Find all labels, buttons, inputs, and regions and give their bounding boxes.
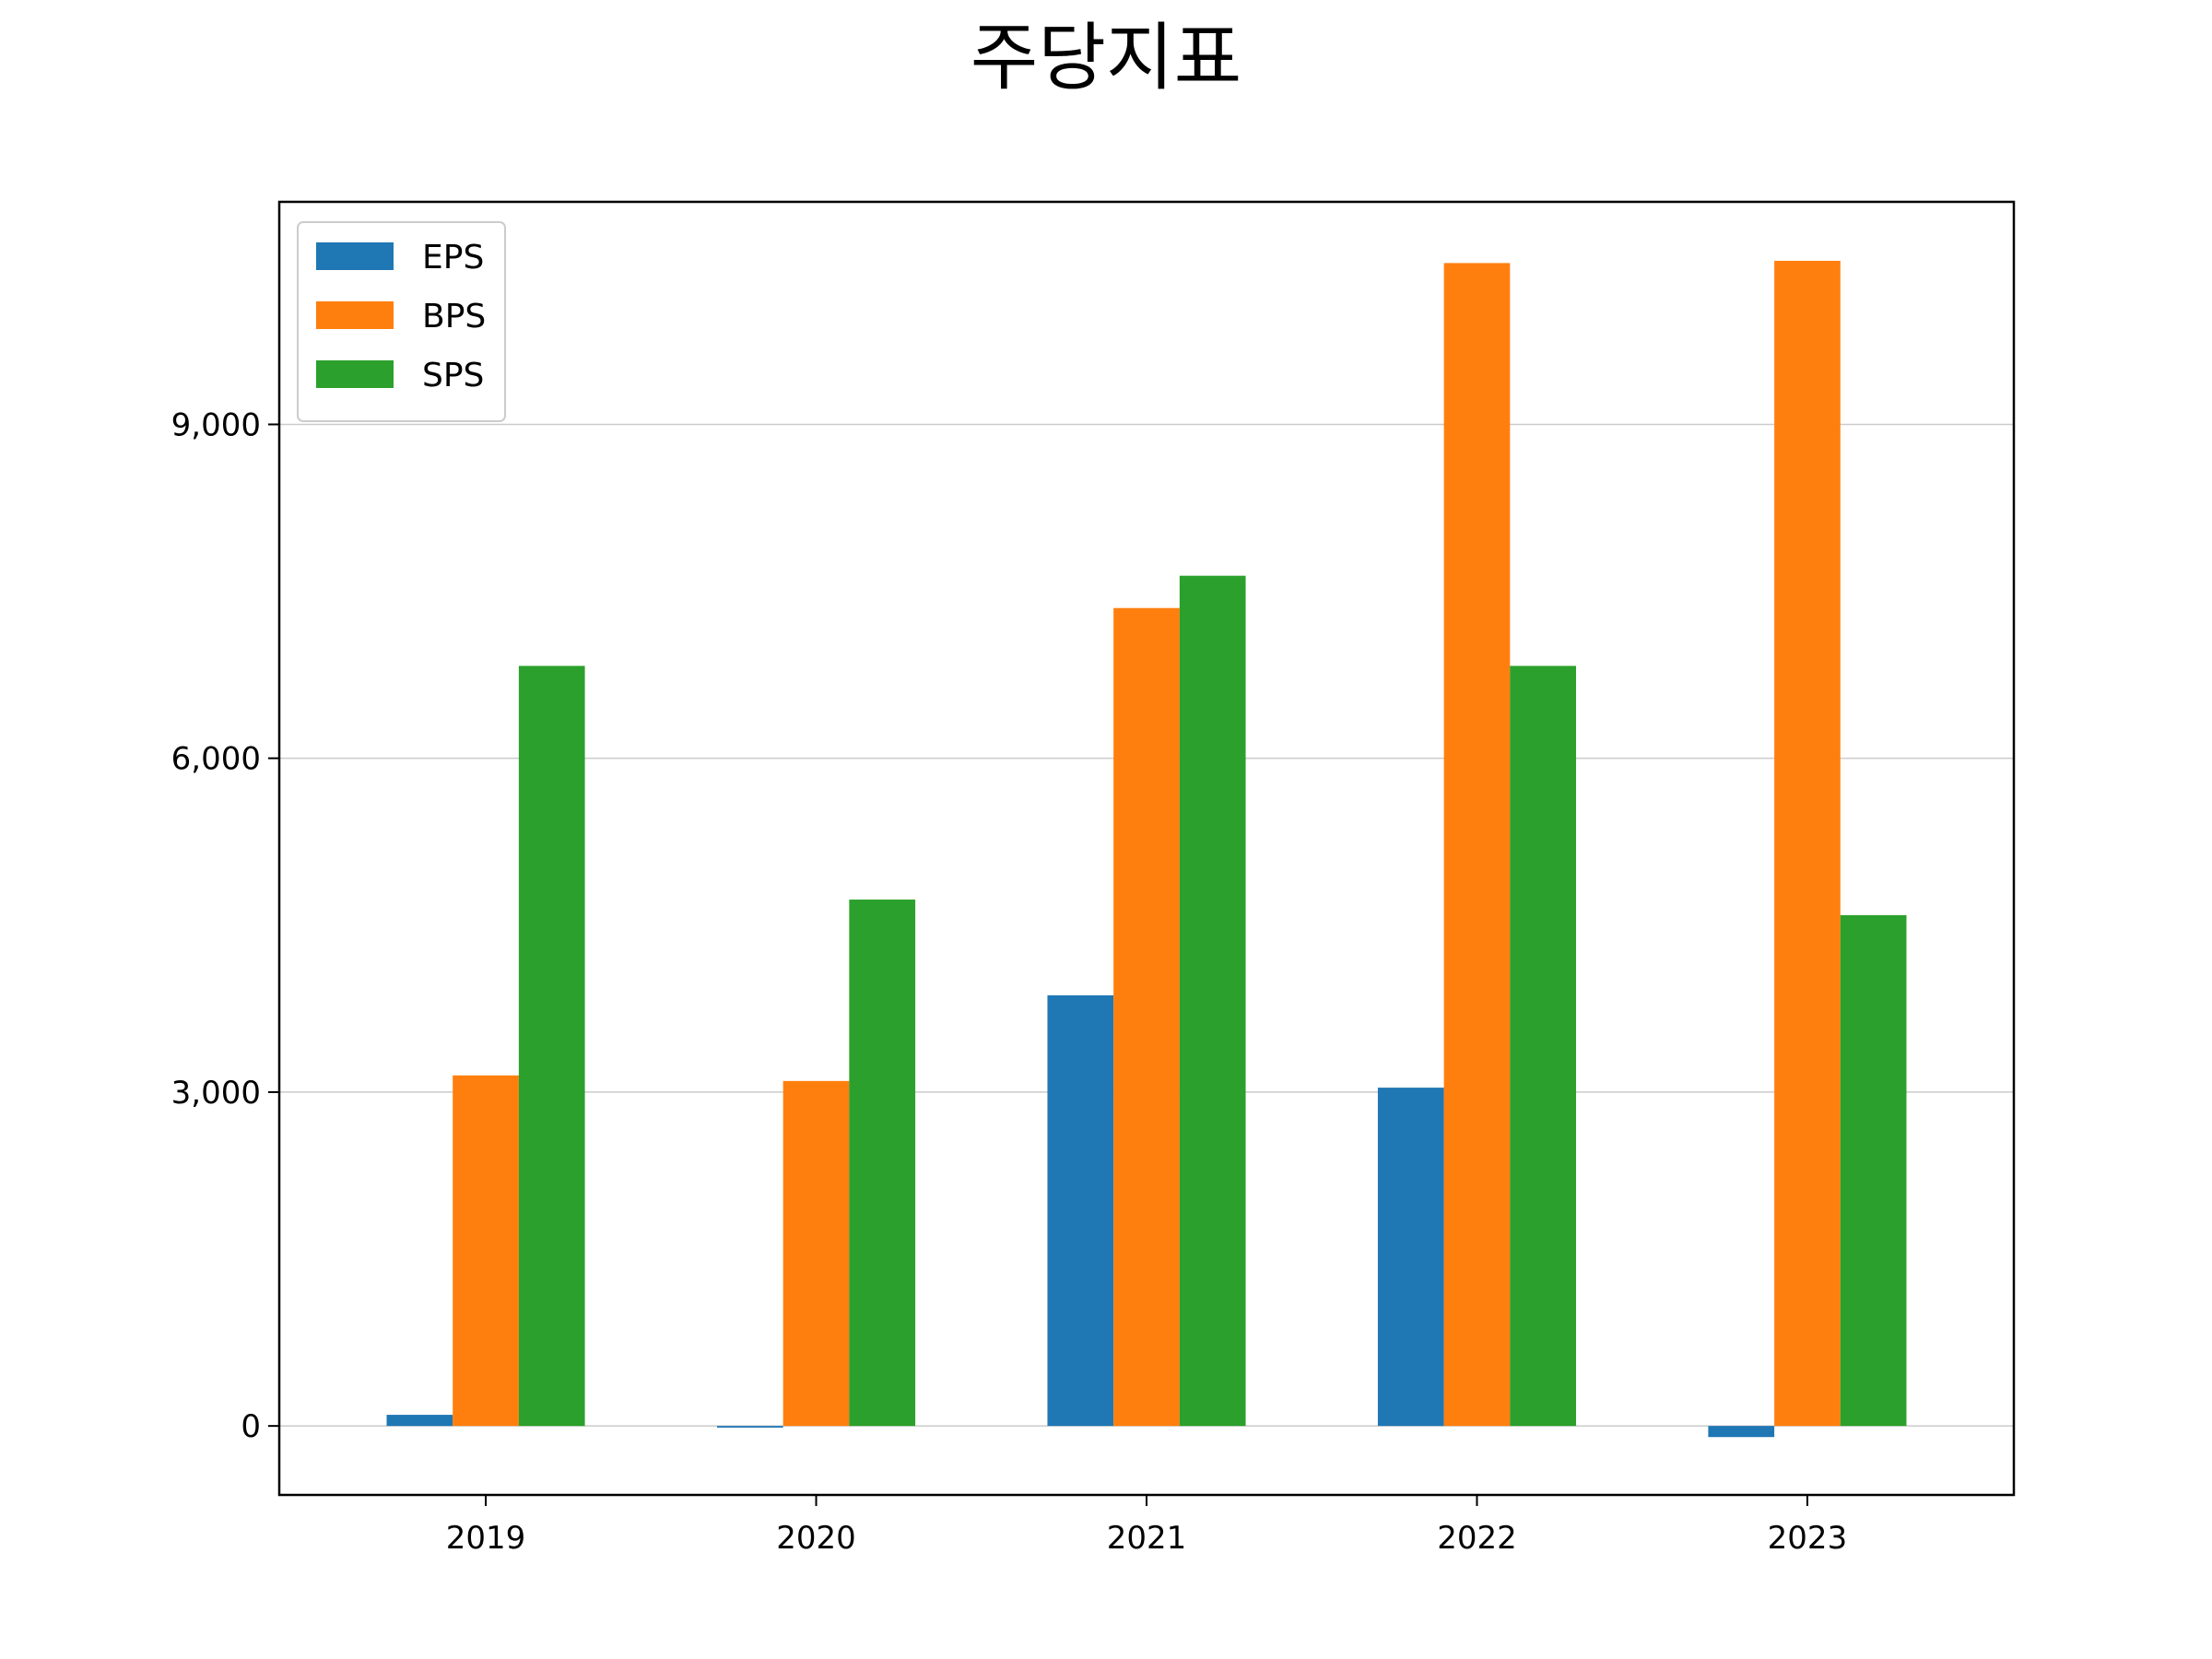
legend-label-sps: SPS [422, 357, 484, 394]
legend-label-eps: EPS [422, 239, 484, 276]
series-sps [518, 575, 1907, 1427]
y-tick-label: 9,000 [171, 406, 261, 443]
y-axis: 0 3,000 6,000 9,000 [171, 406, 279, 1445]
y-tick-label: 6,000 [171, 741, 261, 778]
x-axis: 2019 2020 2021 2022 2023 [446, 1495, 1847, 1557]
bar-eps-2020 [716, 1426, 783, 1428]
x-tick-label: 2023 [1768, 1520, 1848, 1557]
x-tick-label: 2021 [1107, 1520, 1187, 1557]
bars [386, 260, 1907, 1438]
legend-swatch-sps [316, 360, 394, 388]
bar-sps-2021 [1179, 575, 1246, 1427]
legend: EPS BPS SPS [297, 221, 506, 422]
bar-bps-2019 [453, 1075, 519, 1427]
bar-bps-2022 [1443, 263, 1511, 1427]
bar-sps-2019 [518, 665, 585, 1427]
legend-swatch-bps [316, 301, 394, 329]
series-eps [386, 994, 1775, 1438]
legend-swatch-eps [316, 242, 394, 270]
x-tick-label: 2020 [776, 1520, 856, 1557]
bar-eps-2022 [1377, 1088, 1444, 1427]
bar-eps-2019 [386, 1415, 453, 1427]
bar-sps-2022 [1510, 665, 1577, 1427]
bar-bps-2020 [782, 1080, 850, 1427]
series-bps [453, 260, 1841, 1427]
bar-bps-2021 [1113, 607, 1180, 1427]
chart-title: 주당지표 [971, 15, 1241, 100]
legend-label-bps: BPS [422, 298, 486, 335]
x-tick-label: 2022 [1437, 1520, 1517, 1557]
bar-sps-2023 [1840, 914, 1907, 1427]
y-tick-label: 0 [241, 1408, 261, 1445]
bar-bps-2023 [1774, 260, 1841, 1427]
bar-sps-2020 [849, 900, 916, 1427]
bar-eps-2021 [1047, 994, 1114, 1427]
x-tick-label: 2019 [446, 1520, 526, 1557]
y-tick-label: 3,000 [171, 1075, 261, 1112]
bar-eps-2023 [1708, 1426, 1775, 1438]
